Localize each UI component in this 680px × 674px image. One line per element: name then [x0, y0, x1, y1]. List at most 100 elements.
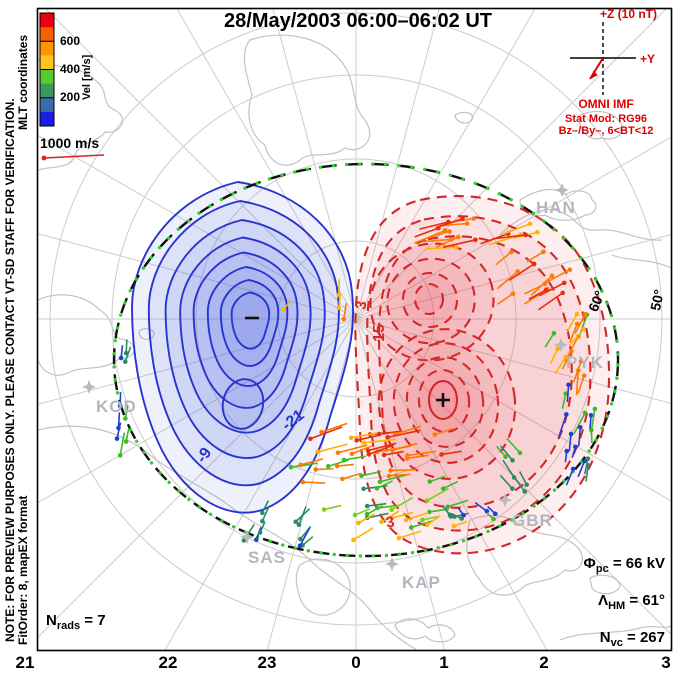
mlt-label-21: 21	[16, 653, 35, 672]
velocity-vector-dot	[336, 305, 342, 311]
velocity-vector-tail	[299, 527, 311, 547]
velocity-vector-tail	[125, 427, 130, 442]
velocity-vector-tail	[389, 473, 411, 477]
velocity-vector-tail	[392, 442, 418, 451]
velocity-vector-tail	[441, 504, 451, 516]
velocity-vector-tail	[328, 459, 349, 468]
velocity-vector-tail	[496, 270, 519, 290]
velocity-vector-tail	[394, 425, 422, 435]
velocity-vector-tail	[422, 515, 441, 521]
mlt-meridian	[355, 234, 671, 320]
station-diamond-icon	[385, 557, 399, 571]
velocity-vector-tail	[425, 246, 457, 250]
velocity-vector-tail	[450, 512, 462, 520]
stat-phi-pc: Φpc = 66 kV	[584, 555, 665, 575]
velocity-vector-tail	[530, 275, 553, 296]
velocity-vector-tail	[561, 351, 573, 370]
station-diamond-icon	[555, 183, 569, 197]
station-label-gbr: GBR	[512, 511, 553, 530]
colorbar-tick-600: 600	[60, 34, 80, 48]
mlt-label-22: 22	[159, 653, 178, 672]
velocity-vector-tail	[379, 474, 408, 483]
station-diamond-icon	[82, 380, 96, 394]
station-label-kod: KOD	[96, 397, 137, 416]
velocity-vector-tail	[442, 239, 476, 248]
plot-frame	[36, 7, 673, 652]
lat-label-60: 60°	[585, 288, 608, 314]
velocity-vector-tail	[302, 481, 326, 484]
mlt-meridian	[355, 318, 548, 650]
velocity-vector-tail	[506, 437, 521, 454]
velocity-vector-tail	[117, 412, 121, 428]
velocity-vector-tail	[574, 313, 587, 334]
velocity-vector-tail	[492, 234, 526, 240]
velocity-vector-tail	[573, 412, 586, 435]
velocity-vector-tail	[434, 427, 454, 436]
imf-y-label: +Y	[640, 52, 655, 66]
imf-z-label: +Z (10 nT)	[600, 7, 657, 21]
velocity-vector-dot	[471, 216, 477, 221]
colorbar-segment	[40, 83, 54, 99]
mlt-label-0: 0	[351, 653, 360, 672]
mlt-meridian	[355, 318, 446, 650]
velocity-vector-tail	[125, 339, 128, 354]
velocity-vector-tail	[366, 512, 389, 519]
velocity-vector-dot	[123, 439, 129, 444]
colorbar-segment	[40, 97, 54, 113]
stat-n-vc: Nvc = 267	[600, 629, 665, 649]
mlt-meridian	[355, 136, 671, 320]
velocity-vector-tail	[290, 462, 318, 469]
velocity-vector-tail	[300, 458, 324, 466]
velocity-vector-tail	[502, 222, 531, 236]
velocity-vector-tail	[495, 251, 512, 266]
contour-label-15: 15	[371, 324, 388, 342]
velocity-vector-tail	[261, 500, 270, 514]
velocity-vector-tail	[368, 444, 394, 456]
reference-vector-label: 1000 m/s	[40, 135, 99, 151]
velocity-vector-tail	[361, 470, 382, 477]
velocity-vector-dot	[123, 416, 128, 421]
contour-label-3-lower: 3	[385, 513, 396, 531]
station-diamond-icon	[554, 338, 568, 352]
velocity-vector-tail	[414, 227, 439, 238]
mlt-meridian	[355, 318, 671, 404]
velocity-vector-tail	[354, 508, 371, 516]
colorbar-segment	[40, 13, 54, 28]
velocity-vector-tail	[358, 513, 376, 524]
velocity-vector-tail	[565, 468, 574, 486]
velocity-vector-tail	[422, 238, 452, 243]
radar-station-markers: HAN PYK GBR KAP SAS KOD	[82, 183, 603, 592]
coordinates-note: MLT coordinates	[16, 35, 30, 130]
preview-disclaimer-note: NOTE: FOR PREVIEW PURPOSES ONLY. PLEASE …	[3, 98, 17, 642]
fit-order-note: FitOrder: 8, mapEX format	[16, 496, 30, 645]
velocity-vector-tail	[427, 515, 441, 526]
velocity-vector-tail	[487, 505, 496, 515]
lat-label-50: 50°	[647, 288, 667, 312]
velocity-vector-tail	[321, 422, 348, 433]
velocity-vector-tail	[343, 303, 348, 320]
mlt-meridian	[38, 318, 357, 638]
station-diamond-icon	[498, 493, 512, 507]
velocity-vector-tail	[261, 506, 270, 522]
mlt-meridian	[38, 318, 357, 504]
potential-extrema-markers	[245, 316, 450, 407]
velocity-vector-tail	[566, 384, 570, 403]
station-diamond-icon	[240, 530, 254, 544]
velocity-vector-tail	[367, 442, 397, 452]
velocity-vector-tail	[391, 496, 414, 511]
velocity-vector-tail	[120, 345, 124, 359]
colorbar-tick-200: 200	[60, 90, 80, 104]
velocity-vector-tail	[356, 434, 379, 442]
velocity-vector-tail	[342, 472, 362, 480]
velocity-vector-tail	[407, 454, 429, 460]
velocity-vector-tail	[367, 502, 387, 507]
velocity-vector-tail	[353, 527, 374, 541]
mlt-label-1: 1	[439, 653, 448, 672]
velocity-vector-tail	[337, 463, 355, 467]
velocity-vector-tail	[410, 520, 433, 529]
velocity-vector-tail	[447, 499, 469, 508]
mlt-meridian	[272, 9, 357, 320]
velocity-vector-tail	[566, 313, 578, 333]
